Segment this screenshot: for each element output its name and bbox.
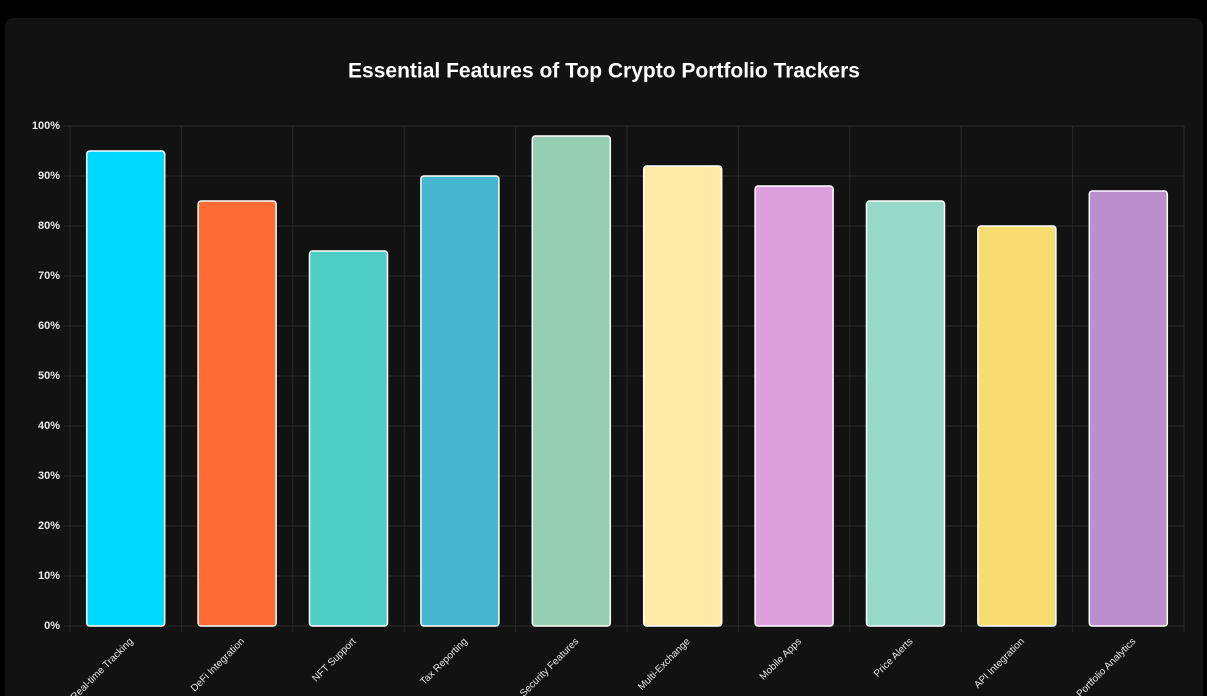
y-tick-label: 0% — [44, 620, 60, 632]
chart-title: Essential Features of Top Crypto Portfol… — [348, 60, 860, 83]
x-tick-label: NFT Support — [310, 636, 358, 684]
bar — [197, 200, 277, 627]
x-tick-label: Mobile Apps — [758, 636, 804, 682]
x-tick-label: Real-time Tracking — [69, 636, 136, 696]
y-tick-label: 80% — [38, 220, 60, 232]
y-tick-label: 40% — [38, 420, 60, 432]
y-tick-label: 10% — [38, 570, 60, 582]
y-tick-label: 20% — [38, 520, 60, 532]
y-tick-label: 70% — [38, 270, 60, 282]
bar — [754, 185, 834, 627]
x-tick-label: Tax Reporting — [418, 636, 469, 687]
bar — [642, 165, 723, 627]
bar — [865, 200, 946, 627]
x-tick-label: API Integration — [972, 636, 1027, 691]
y-tick-label: 90% — [38, 170, 60, 182]
bar — [85, 150, 166, 627]
bar — [1088, 190, 1169, 627]
bar — [420, 175, 500, 627]
y-tick-label: 60% — [38, 320, 60, 332]
bar — [977, 225, 1057, 627]
y-tick-label: 30% — [38, 470, 60, 482]
x-tick-label: DeFi Integration — [189, 636, 247, 694]
bar — [308, 250, 389, 627]
y-tick-label: 100% — [32, 120, 60, 132]
x-tick-label: Portfolio Analytics — [1075, 636, 1139, 696]
x-tick-label: Security Features — [518, 636, 581, 696]
x-tick-label: Multi-Exchange — [636, 636, 693, 693]
y-tick-label: 50% — [38, 370, 60, 382]
bar — [531, 135, 612, 627]
x-tick-label: Price Alerts — [872, 636, 916, 680]
